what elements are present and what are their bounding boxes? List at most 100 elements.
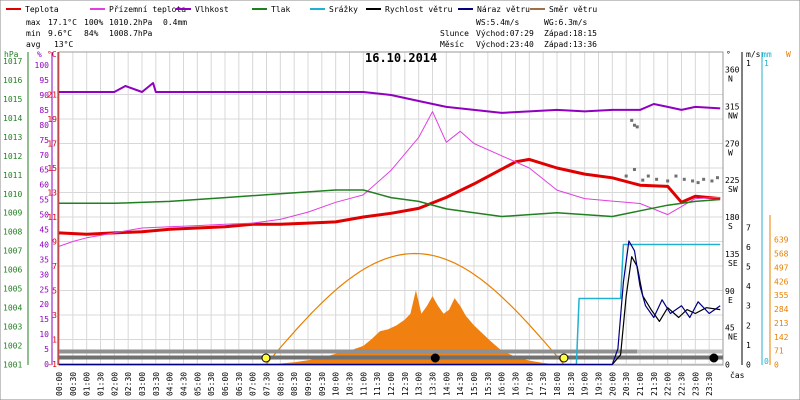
- direction-tick: 45: [725, 324, 735, 333]
- direction-compass: SE: [728, 259, 738, 268]
- wind-direction-point: [655, 177, 659, 181]
- x-tick-label: 16:30: [512, 372, 521, 396]
- series-line-Přízemní teplota: [58, 111, 721, 247]
- pressure-tick: 1012: [3, 152, 22, 161]
- humidity-tick: 35: [39, 255, 49, 264]
- x-tick-label: 00:30: [69, 372, 78, 396]
- wind-tick: 4: [746, 282, 751, 291]
- pressure-tick: 1009: [3, 209, 22, 218]
- moon-set: Západ:13:36: [544, 40, 597, 49]
- wind-direction-point: [630, 118, 634, 122]
- stats-min-temp: 9.6°C: [48, 29, 72, 38]
- wind-tick: 2: [746, 321, 751, 330]
- stats-avg-temp: 13°C: [54, 40, 73, 49]
- humidity-tick: 25: [39, 285, 49, 294]
- sunset-marker: [559, 353, 569, 363]
- x-tick-label: 22:00: [664, 372, 673, 396]
- x-tick-label: 14:30: [456, 372, 465, 396]
- humidity-tick: 50: [39, 211, 49, 220]
- direction-tick: 225: [725, 176, 740, 185]
- direction-tick: 0: [725, 361, 730, 370]
- pressure-unit: hPa: [4, 50, 19, 59]
- wind-unit: m/s: [746, 50, 761, 59]
- temperature-tick: 5: [52, 287, 57, 296]
- x-tick-label: 09:30: [318, 372, 327, 396]
- temperature-tick: 9: [52, 238, 57, 247]
- pressure-tick: 1015: [3, 95, 22, 104]
- wind-direction-point: [666, 179, 670, 183]
- legend-label: Náraz větru: [477, 5, 530, 14]
- x-tick-label: 05:30: [207, 372, 216, 396]
- x-tick-label: 07:30: [263, 372, 272, 396]
- humidity-unit: %: [37, 50, 42, 59]
- wind-direction-point: [715, 176, 719, 180]
- pressure-tick: 1004: [3, 304, 22, 313]
- x-tick-label: 21:00: [636, 372, 645, 396]
- wind-tick: 0: [746, 361, 751, 370]
- temperature-tick: 3: [52, 311, 57, 320]
- humidity-tick: 65: [39, 166, 49, 175]
- moon-rise: Východ:23:40: [476, 40, 534, 49]
- wind-direction-point: [624, 174, 628, 178]
- legend-label: Směr větru: [549, 5, 597, 14]
- x-axis: 00:00 00:30 01:00 01:30 02:00 02:30 03:00 03:30…: [55, 370, 745, 396]
- humidity-tick: 80: [39, 121, 49, 130]
- humidity-tick: 40: [39, 240, 49, 249]
- x-tick-label: 12:00: [387, 372, 396, 396]
- time-unit: čas: [730, 370, 745, 380]
- humidity-tick: 100: [35, 61, 50, 70]
- solar-tick: 142: [774, 333, 789, 342]
- stats-max-hum: 100%: [84, 18, 103, 27]
- pressure-tick: 1008: [3, 228, 22, 237]
- moon-label: Měsíc: [440, 40, 464, 49]
- solar-tick: 213: [774, 319, 789, 328]
- wind-tick: 5: [746, 263, 751, 272]
- series-line-Vlhkost: [59, 82, 721, 114]
- humidity-tick: 90: [39, 91, 49, 100]
- humidity-tick: 0: [44, 360, 49, 369]
- direction-compass: NE: [728, 333, 738, 342]
- right-axes: ° m/s mm W360N315NW270W225SW180S135SE90E45N…: [725, 50, 791, 370]
- wind-direction-point: [702, 177, 706, 181]
- x-tick-label: 12:30: [401, 372, 410, 396]
- wind-sun-moon-info: WS:5.4m/s WG:6.3m/s Slunce Východ:07:29 …: [440, 18, 597, 49]
- rain-tick: 0: [764, 357, 769, 366]
- chart-title: 16.10.2014: [365, 51, 437, 65]
- pressure-tick: 1017: [3, 57, 22, 66]
- direction-tick: 270: [725, 139, 740, 148]
- solar-unit: W: [786, 50, 791, 59]
- humidity-tick: 5: [44, 345, 49, 354]
- humidity-tick: 55: [39, 196, 49, 205]
- pressure-tick: 1010: [3, 190, 22, 199]
- left-axes: hPa%°C1017101610151014101310121011101010…: [3, 50, 59, 370]
- x-tick-label: 10:00: [332, 372, 341, 396]
- legend-label: Přízemní teplota: [109, 5, 186, 14]
- moonrise-marker: [709, 353, 719, 363]
- legend-label: Vlhkost: [195, 5, 229, 14]
- stats-block: max 17.1°C 100% 1010.2hPa 0.4mm min 9.6°…: [26, 18, 187, 49]
- temperature-tick: -1: [47, 360, 57, 369]
- x-tick-label: 17:30: [539, 372, 548, 396]
- x-tick-label: 18:00: [553, 372, 562, 396]
- x-tick-label: 17:00: [525, 372, 534, 396]
- legend: Teplota Přízemní teplota Vlhkost Tlak Srážky…: [6, 5, 597, 14]
- wind-direction-point: [710, 179, 714, 183]
- x-tick-label: 08:30: [290, 372, 299, 396]
- x-tick-label: 18:30: [567, 372, 576, 396]
- temperature-tick: 17: [47, 140, 57, 149]
- x-tick-label: 00:00: [55, 372, 64, 396]
- wind-direction-point: [646, 174, 650, 178]
- humidity-tick: 20: [39, 300, 49, 309]
- stats-max-temp: 17.1°C: [48, 18, 77, 27]
- solar-tick: 497: [774, 263, 789, 272]
- rain-tick: 1: [764, 59, 769, 68]
- humidity-tick: 30: [39, 270, 49, 279]
- humidity-tick: 95: [39, 76, 49, 85]
- temperature-tick: 11: [47, 213, 57, 222]
- direction-tick: 90: [725, 287, 735, 296]
- sun-set: Západ:18:15: [544, 29, 597, 38]
- humidity-tick: 70: [39, 151, 49, 160]
- legend-label: Srážky: [329, 5, 358, 14]
- x-tick-label: 05:00: [193, 372, 202, 396]
- x-tick-label: 01:00: [83, 372, 92, 396]
